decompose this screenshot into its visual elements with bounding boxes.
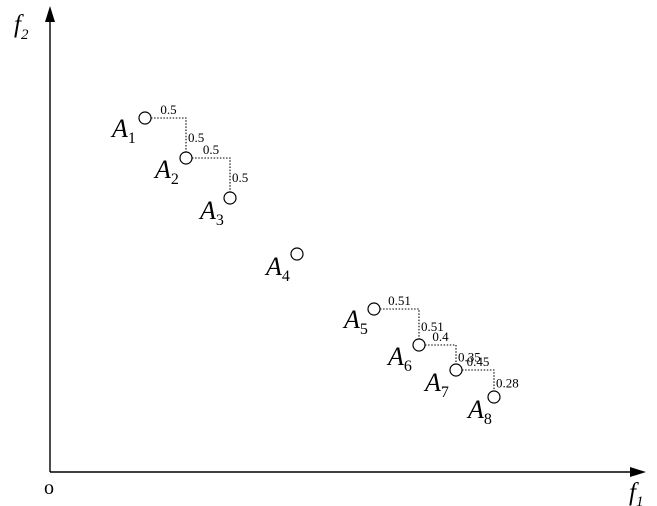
step-dx-label: 0.5 xyxy=(203,142,219,157)
point-label: A2 xyxy=(153,155,179,188)
point-label: A4 xyxy=(264,252,290,285)
solution-point xyxy=(412,338,426,352)
solution-point xyxy=(487,390,501,404)
step-dx-label: 0.5 xyxy=(160,102,176,117)
point-label: A8 xyxy=(466,395,492,428)
step-connector xyxy=(462,369,495,391)
point-label: A5 xyxy=(342,305,368,338)
point-label: A3 xyxy=(198,196,224,229)
step-dy-label: 0.5 xyxy=(232,170,248,185)
step-dx-label: 0.45 xyxy=(467,354,490,369)
x-axis-arrow xyxy=(630,467,646,477)
solution-point xyxy=(179,151,193,165)
solution-point xyxy=(138,111,152,125)
step-dy-label: 0.5 xyxy=(188,130,204,145)
point-label: A1 xyxy=(110,114,136,147)
solution-point xyxy=(290,247,304,261)
step-connector xyxy=(425,344,457,364)
x-axis-label: f1 xyxy=(629,479,643,506)
solution-points: A1 A2 A3 A4 A5 A6 A7 A8 xyxy=(110,111,501,428)
step-dy-label: 0.51 xyxy=(421,319,444,334)
solution-point xyxy=(223,191,237,205)
step-connector xyxy=(192,157,231,192)
step-connectors: 0.50.50.50.50.510.510.40.350.450.28 xyxy=(151,102,519,391)
point-label: A6 xyxy=(386,342,412,375)
step-dx-label: 0.51 xyxy=(388,293,411,308)
y-axis-label: f2 xyxy=(14,11,29,43)
step-dx-label: 0.4 xyxy=(432,329,449,344)
step-dy-label: 0.28 xyxy=(496,376,519,391)
step-connector xyxy=(380,308,420,339)
solution-point xyxy=(367,302,381,316)
y-axis-arrow xyxy=(45,6,55,22)
point-label: A7 xyxy=(423,368,449,401)
solution-point xyxy=(449,363,463,377)
step-connector xyxy=(151,117,187,152)
axes xyxy=(45,6,646,477)
origin-label: o xyxy=(44,477,54,499)
step-dy-label: 0.35 xyxy=(458,350,481,365)
